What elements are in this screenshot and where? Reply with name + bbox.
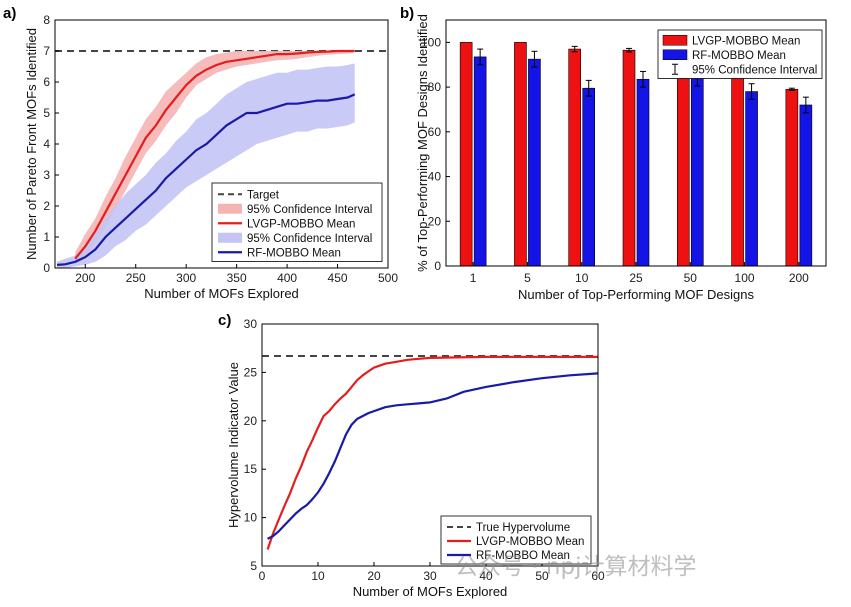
chart-b-top-performing-bars: 1 5 10 25 50 100 200 0 20 40 60 80 100 Number of Top-… xyxy=(415,14,827,302)
y-tick-label: 30 xyxy=(244,317,258,331)
y-tick-label: 60 xyxy=(428,125,442,139)
chart-a-pareto-front: 200 250 300 350 400 450 500 0 1 2 3 4 5 6 7 8 Number of … xyxy=(24,13,398,301)
x-tick-label: 20 xyxy=(367,569,381,583)
x-tick-label: 1 xyxy=(470,271,477,285)
bar-lvgp-200 xyxy=(785,89,799,267)
x-tick-label: 50 xyxy=(535,569,549,583)
x-tick-label: 10 xyxy=(311,569,325,583)
x-axis-label: Number of MOFs Explored xyxy=(353,584,508,599)
y-tick-label: 3 xyxy=(43,168,50,182)
bar-rf-100 xyxy=(745,91,758,267)
x-tick-label: 400 xyxy=(277,271,297,285)
y-tick-label: 0 xyxy=(43,261,50,275)
y-tick-label: 0 xyxy=(434,259,441,273)
y-tick-label: 1 xyxy=(43,230,50,244)
confidence-band-rf xyxy=(57,63,355,269)
x-tick-label: 60 xyxy=(591,569,605,583)
x-tick-label: 10 xyxy=(575,271,589,285)
y-tick-label: 25 xyxy=(244,365,258,379)
legend-label: 95% Confidence Interval xyxy=(247,204,372,216)
y-tick-label: 6 xyxy=(43,75,50,89)
y-tick-label: 15 xyxy=(244,462,258,476)
x-tick-label: 100 xyxy=(735,271,755,285)
x-tick-label: 200 xyxy=(75,271,95,285)
bar-rf-10 xyxy=(582,87,596,267)
x-tick-label: 200 xyxy=(789,271,809,285)
x-tick-label: 300 xyxy=(176,271,196,285)
y-tick-label: 7 xyxy=(43,44,50,58)
x-tick-label: 40 xyxy=(479,569,493,583)
legend-label: True Hypervolume xyxy=(476,522,570,534)
legend-label: RF-MOBBO Mean xyxy=(692,50,786,62)
y-tick-label: 2 xyxy=(43,199,50,213)
series-line-rf-mobbo xyxy=(267,372,599,540)
confidence-band-lvgp xyxy=(75,51,355,265)
legend-swatch xyxy=(662,49,688,60)
x-tick-label: 450 xyxy=(328,271,348,285)
bar-rf-50 xyxy=(690,77,704,267)
y-axis-label: Hypervolume Indicator Value xyxy=(226,362,241,528)
y-tick-label: 5 xyxy=(43,106,50,120)
bar-lvgp-5 xyxy=(514,42,527,267)
y-tick-label: 20 xyxy=(244,414,258,428)
legend-label: 95% Confidence Interval xyxy=(692,64,817,76)
chart-b-frame xyxy=(445,19,827,267)
x-tick-label: 350 xyxy=(227,271,247,285)
y-tick-label: 8 xyxy=(43,13,50,27)
x-tick-label: 50 xyxy=(684,271,698,285)
legend-swatch-band xyxy=(218,232,242,243)
y-tick-label: 40 xyxy=(428,170,442,184)
y-axis-label: Number of Pareto Front MOFs Identified xyxy=(24,28,39,260)
x-tick-label: 25 xyxy=(629,271,643,285)
legend-swatch-band xyxy=(218,203,242,214)
x-tick-label: 250 xyxy=(126,271,146,285)
x-tick-label: 0 xyxy=(259,569,266,583)
legend-label: LVGP-MOBBO Mean xyxy=(247,218,355,230)
legend-label: LVGP-MOBBO Mean xyxy=(476,536,584,548)
watermark: 公众号 · npj计算材料学 xyxy=(455,554,697,580)
panel-label-b: b) xyxy=(400,5,414,22)
y-tick-label: 5 xyxy=(250,559,257,573)
legend-label: Target xyxy=(247,189,280,201)
bar-lvgp-10 xyxy=(568,48,582,267)
x-tick-label: 5 xyxy=(524,271,531,285)
x-axis-label: Number of MOFs Explored xyxy=(144,286,299,301)
panel-label-c: c) xyxy=(218,312,231,329)
y-tick-label: 20 xyxy=(428,214,442,228)
bar-lvgp-1 xyxy=(459,42,473,267)
x-tick-label: 500 xyxy=(378,271,398,285)
bar-lvgp-25 xyxy=(622,49,636,267)
y-tick-label: 100 xyxy=(421,35,441,49)
y-tick-label: 4 xyxy=(43,137,50,151)
bar-rf-25 xyxy=(636,78,650,267)
series-line-rf-mobbo xyxy=(56,93,356,266)
bar-lvgp-50 xyxy=(676,62,690,267)
bar-rf-5 xyxy=(528,58,541,267)
series-line-lvgp-mobbo xyxy=(74,49,355,260)
x-axis-label: Number of Top-Performing MOF Designs xyxy=(518,287,755,302)
bar-rf-200 xyxy=(799,104,813,267)
y-axis-label: % of Top-Performing MOF Designs Identifi… xyxy=(415,14,430,272)
legend-label: LVGP-MOBBO Mean xyxy=(692,35,800,47)
y-tick-label: 80 xyxy=(428,80,442,94)
legend-label: RF-MOBBO Mean xyxy=(247,247,341,259)
legend-swatch xyxy=(662,35,688,46)
bar-rf-1 xyxy=(473,56,487,267)
y-tick-label: 10 xyxy=(244,511,258,525)
legend-label: RF-MOBBO Mean xyxy=(476,550,570,562)
legend-label: 95% Confidence Interval xyxy=(247,233,372,245)
x-tick-label: 30 xyxy=(423,569,437,583)
series-line-lvgp-mobbo xyxy=(266,355,598,550)
bar-lvgp-100 xyxy=(731,73,744,267)
panel-label-a: a) xyxy=(3,5,16,22)
